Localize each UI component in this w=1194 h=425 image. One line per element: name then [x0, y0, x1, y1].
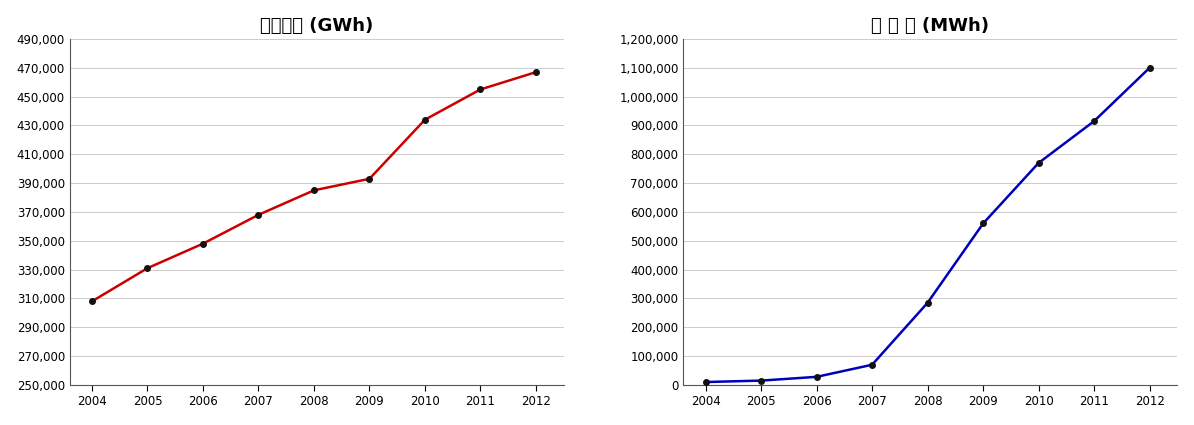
Title: 전력수요 (GWh): 전력수요 (GWh) — [260, 17, 374, 35]
Title: 태 양 광 (MWh): 태 양 광 (MWh) — [872, 17, 990, 35]
